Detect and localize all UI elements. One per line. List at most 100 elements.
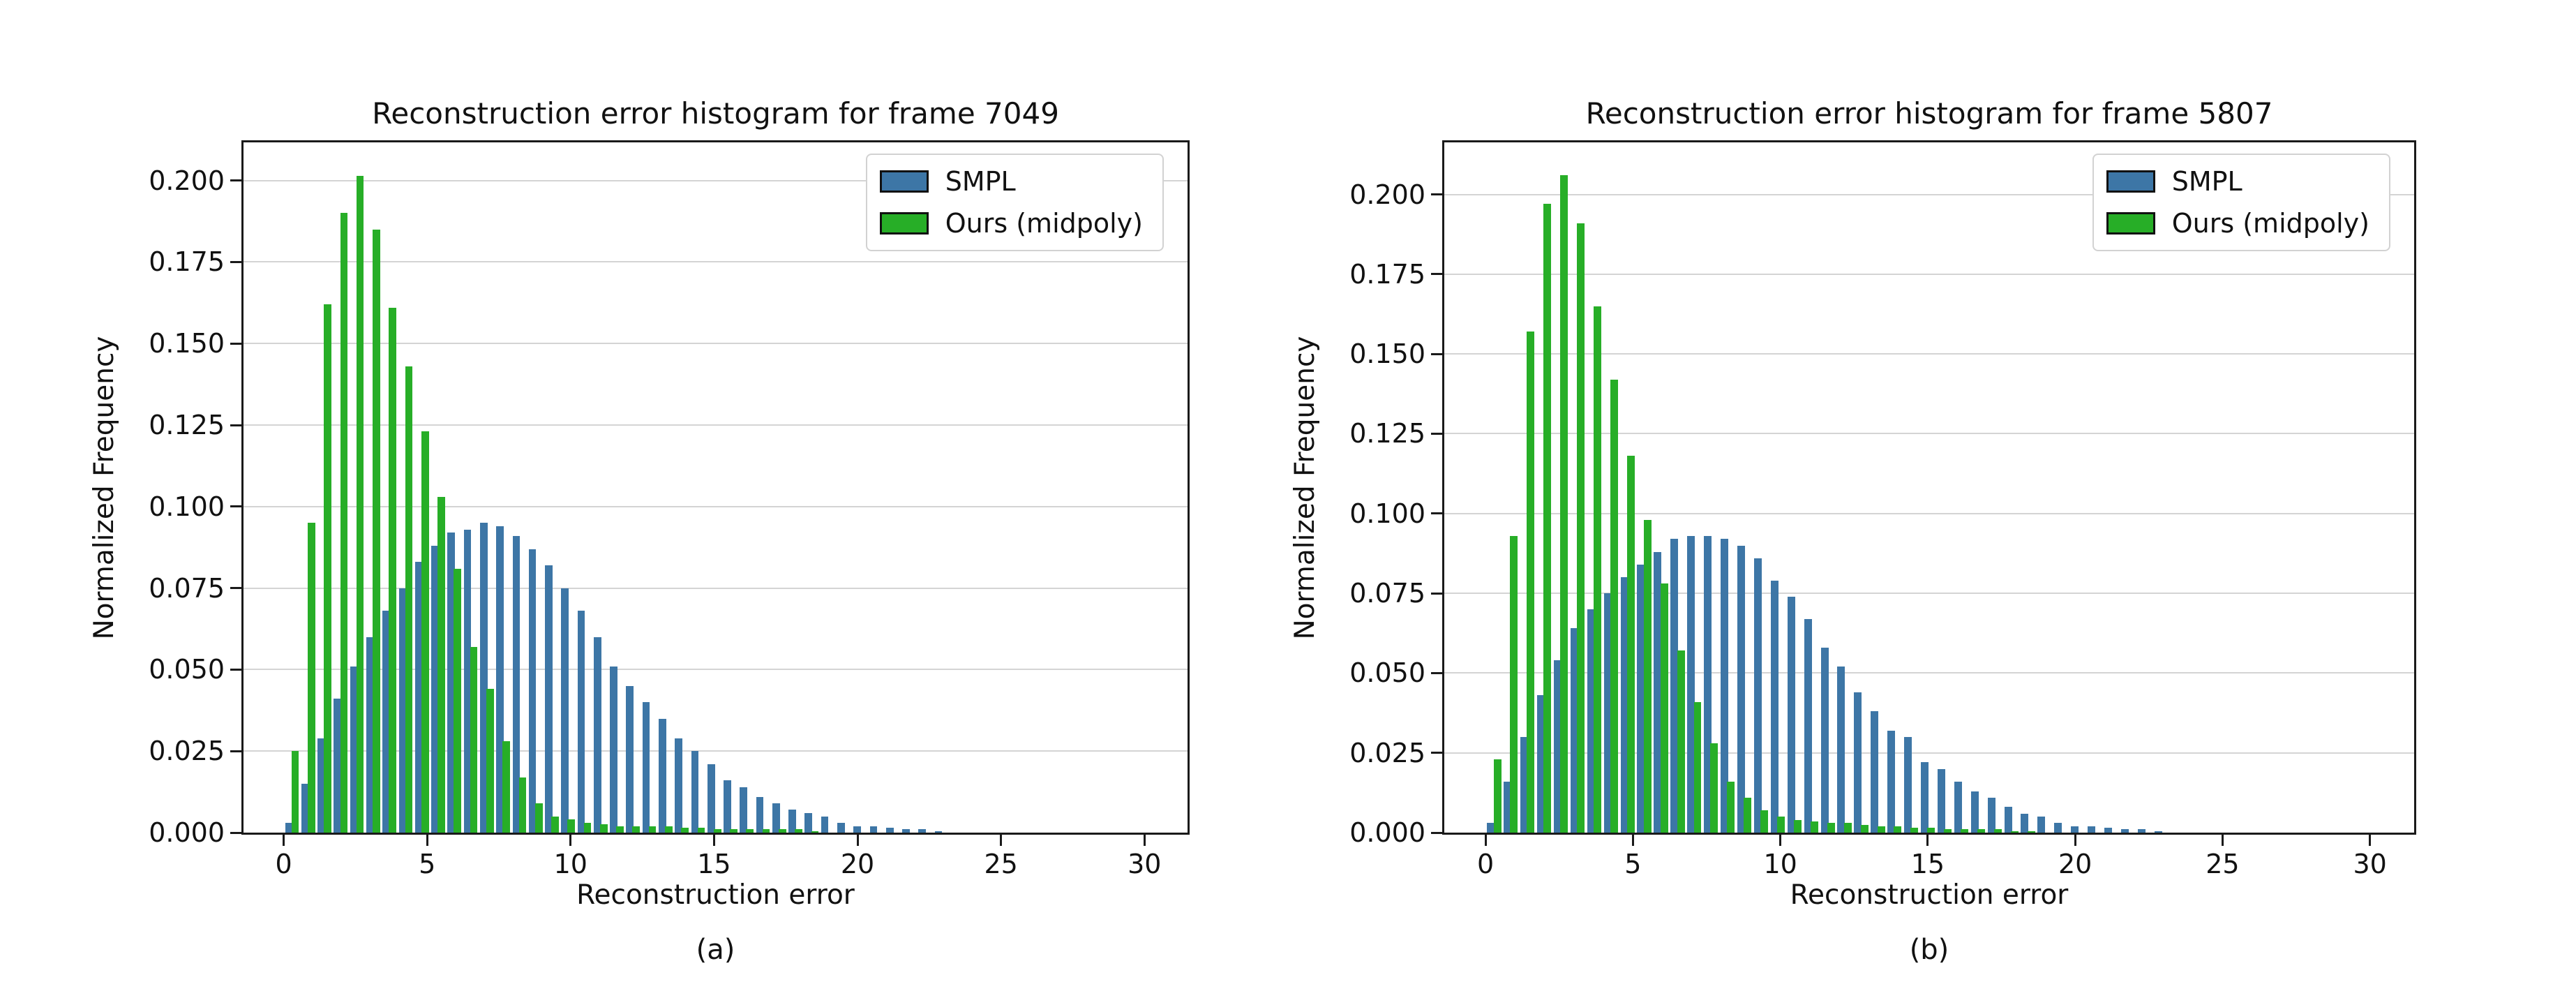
histogram-bar-smpl: [463, 529, 472, 833]
histogram-bar-smpl: [610, 666, 617, 833]
y-tick-label: 0.100: [149, 491, 225, 522]
histogram-bar-smpl: [1553, 660, 1562, 833]
y-tick-label: 0.000: [1349, 817, 1425, 848]
y-tick-mark: [1431, 352, 1442, 355]
y-tick-label: 0.075: [1349, 578, 1425, 609]
histogram-bar-smpl: [885, 828, 894, 833]
y-tick-label: 0.025: [149, 736, 225, 767]
chart-title: Reconstruction error histogram for frame…: [372, 96, 1059, 131]
histogram-bar-ours-midpoly-: [518, 777, 527, 833]
histogram-bar-smpl: [577, 611, 585, 833]
histogram-bar-ours-midpoly-: [1560, 175, 1568, 833]
histogram-bar-smpl: [1737, 545, 1745, 833]
histogram-bar-ours-midpoly-: [454, 568, 462, 833]
histogram-bar-smpl: [528, 549, 537, 833]
histogram-bar-smpl: [934, 831, 943, 833]
histogram-bar-ours-midpoly-: [373, 229, 380, 833]
y-tick-label: 0.000: [149, 817, 225, 848]
histogram-bar-ours-midpoly-: [551, 816, 559, 833]
histogram-bar-smpl: [382, 611, 390, 833]
histogram-bar-smpl: [2004, 807, 2012, 833]
histogram-bar-ours-midpoly-: [1543, 204, 1552, 833]
y-tick-label: 0.175: [149, 246, 225, 278]
y-tick-label: 0.050: [1349, 657, 1425, 689]
histogram-bar-ours-midpoly-: [1910, 828, 1919, 833]
histogram-bar-ours-midpoly-: [795, 829, 802, 833]
histogram-bar-ours-midpoly-: [486, 689, 494, 833]
histogram-bar-ours-midpoly-: [1793, 819, 1802, 833]
x-tick-label: 10: [553, 849, 587, 879]
histogram-bar-ours-midpoly-: [567, 819, 576, 833]
histogram-bar-ours-midpoly-: [746, 829, 754, 833]
histogram-bar-smpl: [1787, 596, 1795, 833]
y-gridline: [244, 261, 1188, 263]
y-gridline: [244, 179, 1188, 181]
histogram-bar-ours-midpoly-: [713, 829, 721, 833]
histogram-bar-smpl: [1820, 647, 1829, 833]
histogram-bar-smpl: [853, 826, 861, 833]
subfigure-caption-b: (b): [1909, 934, 1949, 966]
histogram-bar-ours-midpoly-: [1527, 332, 1535, 833]
x-tick-mark: [426, 835, 428, 846]
legend-item-smpl: SMPL: [879, 166, 1143, 197]
y-gridline: [244, 343, 1188, 345]
histogram-bar-smpl: [1954, 781, 1962, 833]
subfigure-caption-a: (a): [696, 934, 735, 966]
histogram-bar-smpl: [626, 685, 634, 833]
legend-label-smpl: SMPL: [2171, 166, 2242, 197]
histogram-bar-smpl: [1520, 736, 1529, 833]
histogram-bar-smpl: [479, 523, 488, 833]
y-gridline: [1444, 672, 2414, 674]
x-tick-label: 20: [2058, 849, 2092, 879]
histogram-bar-smpl: [285, 823, 293, 833]
histogram-bar-smpl: [447, 533, 456, 833]
histogram-bar-smpl: [1504, 781, 1512, 833]
histogram-bar-smpl: [366, 636, 374, 833]
histogram-bar-smpl: [317, 738, 325, 833]
y-gridline: [1444, 273, 2414, 275]
y-tick-label: 0.075: [149, 572, 225, 604]
histogram-bar-smpl: [512, 535, 521, 833]
histogram-bar-ours-midpoly-: [1693, 701, 1702, 833]
histogram-bar-smpl: [902, 829, 910, 833]
histogram-bar-smpl: [1587, 609, 1595, 833]
histogram-bar-smpl: [1770, 580, 1779, 833]
histogram-bar-ours-midpoly-: [437, 496, 445, 833]
y-gridline: [1444, 752, 2414, 754]
histogram-bar-ours-midpoly-: [1610, 379, 1618, 833]
y-tick-mark: [230, 831, 241, 834]
histogram-bar-smpl: [1637, 564, 1645, 833]
histogram-bar-ours-midpoly-: [1493, 759, 1502, 833]
histogram-bar-smpl: [658, 718, 666, 833]
histogram-bar-ours-midpoly-: [583, 823, 592, 833]
legend-swatch-ours: [2106, 212, 2155, 234]
histogram-bar-ours-midpoly-: [1660, 583, 1668, 833]
histogram-bar-smpl: [545, 565, 553, 833]
x-tick-label: 25: [984, 849, 1018, 879]
histogram-bar-ours-midpoly-: [648, 826, 657, 833]
x-tick-label: 15: [697, 849, 731, 879]
x-tick-mark: [2369, 835, 2372, 846]
histogram-bar-ours-midpoly-: [1961, 829, 1969, 833]
histogram-bar-smpl: [1937, 768, 1945, 833]
y-gridline: [244, 587, 1188, 589]
y-gridline: [1444, 512, 2414, 514]
histogram-bar-ours-midpoly-: [1744, 797, 1752, 833]
y-tick-mark: [1431, 592, 1442, 595]
histogram-bar-smpl: [398, 588, 407, 833]
histogram-bar-smpl: [2071, 826, 2079, 833]
histogram-bar-smpl: [2137, 829, 2146, 833]
histogram-bar-smpl: [1603, 593, 1612, 833]
legend: SMPL Ours (midpoly): [865, 154, 1164, 251]
y-tick-mark: [1431, 671, 1442, 674]
x-tick-label: 5: [419, 849, 436, 879]
x-tick-label: 15: [1910, 849, 1945, 879]
x-tick-mark: [1926, 835, 1929, 846]
histogram-bar-ours-midpoly-: [778, 829, 786, 833]
histogram-bar-smpl: [1753, 558, 1762, 833]
histogram-bar-smpl: [2088, 826, 2096, 833]
histogram-bar-ours-midpoly-: [2010, 831, 2019, 833]
histogram-bar-smpl: [804, 812, 813, 833]
